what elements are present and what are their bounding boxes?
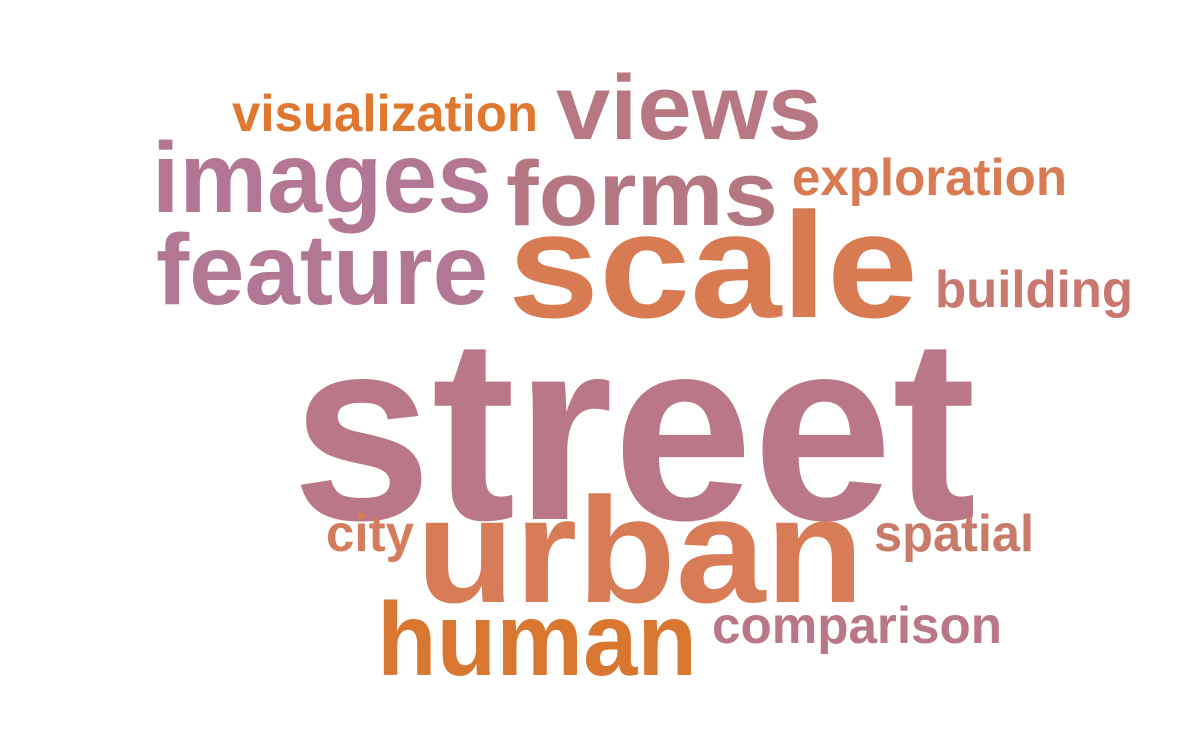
word-scale: scale [508,181,918,349]
word-views: views [556,57,822,159]
word-human: human [377,582,698,698]
word-city: city [326,505,414,563]
word-visualization: visualization [232,85,538,143]
word-street: street [292,285,977,575]
word-spatial: spatial [874,505,1035,563]
word-comparison: comparison [712,597,1002,655]
word-building: building [935,261,1134,319]
word-exploration: exploration [792,149,1067,207]
word-images: images [152,122,492,234]
word-urban: urban [416,466,864,634]
word-feature: feature [156,214,488,326]
word-forms: forms [506,143,778,245]
